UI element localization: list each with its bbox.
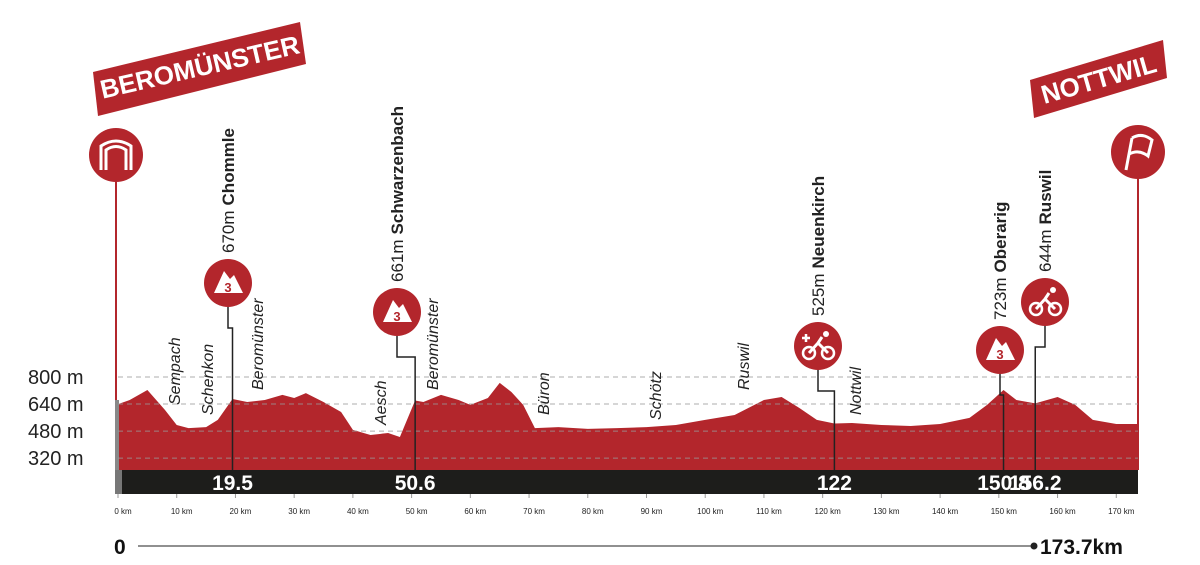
waypoint-elevation: 644m (1036, 229, 1055, 272)
waypoint-label: 525m Neuenkirch (809, 176, 828, 316)
waypoint-km: 19.5 (212, 472, 253, 495)
y-tick-label: 800 m (28, 367, 84, 389)
x-tick-label: 110 km (756, 507, 782, 516)
x-tick-label: 150 km (991, 507, 1018, 516)
x-tick-label: 10 km (171, 507, 193, 516)
y-tick-label: 320 m (28, 448, 84, 470)
waypoint-km: 156.2 (1009, 472, 1062, 495)
waypoint-elevation: 525m (809, 273, 828, 316)
x-tick-label: 140 km (932, 507, 959, 516)
climb-category: 3 (224, 280, 231, 295)
waypoint-km: 150.8 (977, 472, 1030, 495)
waypoint-name: Neuenkirch (809, 176, 828, 269)
waypoint-icon (1021, 278, 1069, 326)
climb-category: 3 (996, 347, 1003, 362)
waypoint-elevation: 670m (219, 210, 238, 253)
waypoint-elevation: 661m (388, 239, 407, 282)
bike-wheel (1047, 301, 1063, 317)
climb-mountain (383, 300, 412, 322)
x-tick-label: 100 km (697, 507, 724, 516)
distance-total: 173.7km (1040, 536, 1123, 559)
bike-head (1050, 287, 1056, 293)
town-label: Sempach (167, 337, 184, 405)
waypoint-km: 122 (817, 472, 852, 495)
waypoint-label: 644m Ruswil (1036, 170, 1055, 272)
y-tick-label: 640 m (28, 394, 84, 416)
waypoint-label: 723m Oberarig (991, 202, 1010, 320)
x-tick-label: 20 km (230, 507, 252, 516)
x-tick-label: 170 km (1108, 507, 1135, 516)
distance-bar-start (115, 470, 122, 494)
finish-name: NOTTWIL (1038, 48, 1160, 110)
distance-bar (118, 470, 1138, 494)
start-arch (99, 139, 133, 170)
town-label: Schenkon (200, 344, 217, 415)
finish-banner (1030, 40, 1167, 118)
x-tick-label: 80 km (582, 507, 604, 516)
sprint-plus (802, 334, 810, 342)
x-tick-label: 70 km (523, 507, 545, 516)
x-tick-label: 50 km (406, 507, 428, 516)
town-label: Ruswil (736, 342, 753, 390)
bike-rider (1034, 292, 1057, 311)
x-tick-label: 30 km (288, 507, 310, 516)
x-tick-label: 160 km (1049, 507, 1076, 516)
waypoint-label: 670m Chommle (219, 128, 238, 253)
town-label: Aesch (373, 380, 390, 426)
waypoint-name: Schwarzenbach (388, 106, 407, 235)
town-label: Schötz (648, 371, 665, 420)
climb-mountain (214, 271, 243, 293)
elevation-profile (118, 382, 1138, 470)
waypoint-name: Oberarig (991, 202, 1010, 273)
x-tick-label: 0 km (114, 507, 132, 516)
y-tick-label: 480 m (28, 421, 84, 443)
waypoint-name: Ruswil (1036, 170, 1055, 225)
start-icon (89, 128, 143, 182)
distance-end-dot (1030, 542, 1038, 550)
bike-wheel (1028, 301, 1044, 317)
town-label: Büron (536, 372, 553, 415)
waypoint-km: 50.6 (395, 472, 436, 495)
x-tick-label: 40 km (347, 507, 369, 516)
town-label: Beromünster (250, 298, 267, 390)
waypoint-name: Chommle (219, 128, 238, 205)
profile-left-edge (115, 400, 119, 470)
bike-wheel (820, 345, 836, 361)
start-banner (93, 22, 306, 116)
bike-head (823, 331, 829, 337)
waypoint-label: 661m Schwarzenbach (388, 106, 407, 282)
bike-rider (807, 336, 830, 355)
waypoint-icon (794, 322, 842, 370)
climb-category: 3 (393, 309, 400, 324)
x-tick-label: 120 km (815, 507, 842, 516)
waypoint-elevation: 723m (991, 277, 1010, 320)
finish-flag (1124, 133, 1154, 171)
climb-mountain (986, 338, 1015, 360)
distance-start: 0 (114, 536, 126, 559)
bike-wheel (801, 345, 817, 361)
x-tick-label: 90 km (641, 507, 663, 516)
town-label: Beromünster (425, 298, 442, 390)
x-tick-label: 130 km (873, 507, 900, 516)
town-label: Nottwil (848, 367, 865, 415)
x-tick-label: 60 km (464, 507, 486, 516)
